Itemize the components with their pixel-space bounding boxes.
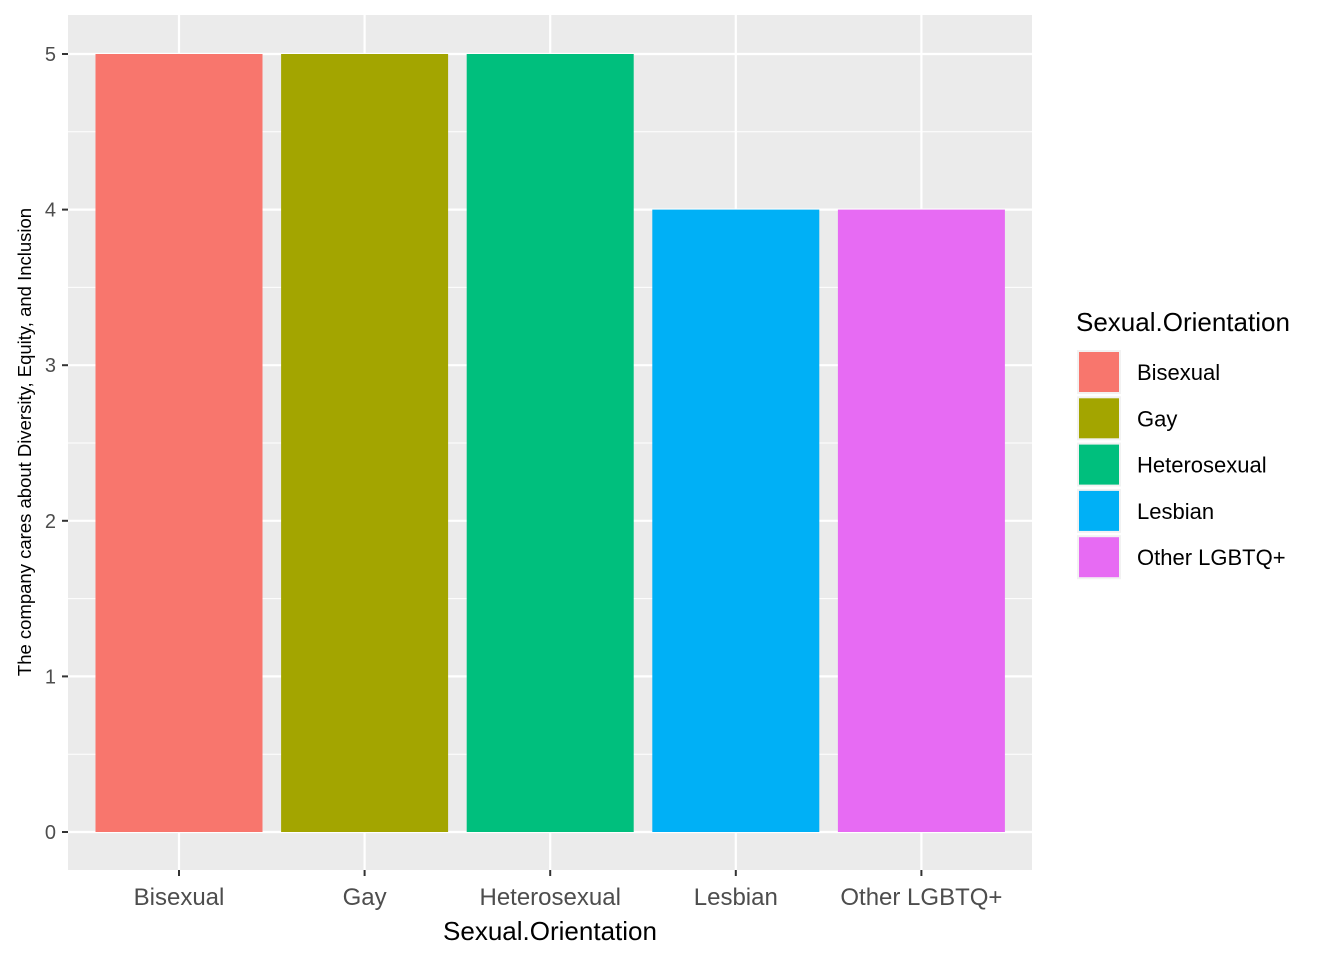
x-tick-label: Gay	[343, 884, 387, 911]
legend: Sexual.Orientation Bisexual Gay Heterosexu…	[1076, 307, 1290, 580]
x-axis-title: Sexual.Orientation	[443, 916, 657, 946]
y-tick-label: 1	[45, 666, 56, 688]
x-tick-label: Bisexual	[134, 884, 225, 911]
bar-lesbian	[652, 209, 820, 833]
y-tick-label: 3	[45, 355, 56, 377]
y-tick-label: 0	[45, 822, 56, 844]
legend-swatch	[1079, 537, 1119, 578]
legend-label: Gay	[1137, 406, 1177, 431]
bars	[95, 54, 1005, 833]
legend-swatch	[1079, 490, 1119, 531]
bar-bisexual	[95, 54, 263, 832]
bar-gay	[281, 54, 449, 832]
x-tick-label: Other LGBTQ+	[840, 884, 1002, 911]
legend-swatch	[1079, 444, 1119, 485]
legend-title: Sexual.Orientation	[1076, 307, 1290, 337]
bar-other-lgbtq-	[837, 209, 1005, 833]
legend-label: Other LGBTQ+	[1137, 545, 1286, 570]
legend-swatch	[1079, 352, 1119, 392]
x-tick-label: Lesbian	[694, 884, 778, 911]
bar-heterosexual	[466, 54, 634, 832]
legend-swatch	[1079, 398, 1119, 439]
legend-label: Bisexual	[1137, 360, 1220, 385]
x-tick-label: Heterosexual	[479, 884, 620, 911]
legend-label: Heterosexual	[1137, 453, 1267, 478]
y-axis-title: The company cares about Diversity, Equit…	[14, 208, 35, 676]
legend-label: Lesbian	[1137, 499, 1214, 524]
y-tick-label: 5	[45, 44, 56, 66]
axes: 0 1 2 3 4 5 Bisexual Gay Heterosexual Lesbian Othe…	[45, 44, 1003, 911]
y-tick-label: 2	[45, 511, 56, 533]
y-tick-label: 4	[45, 200, 56, 222]
